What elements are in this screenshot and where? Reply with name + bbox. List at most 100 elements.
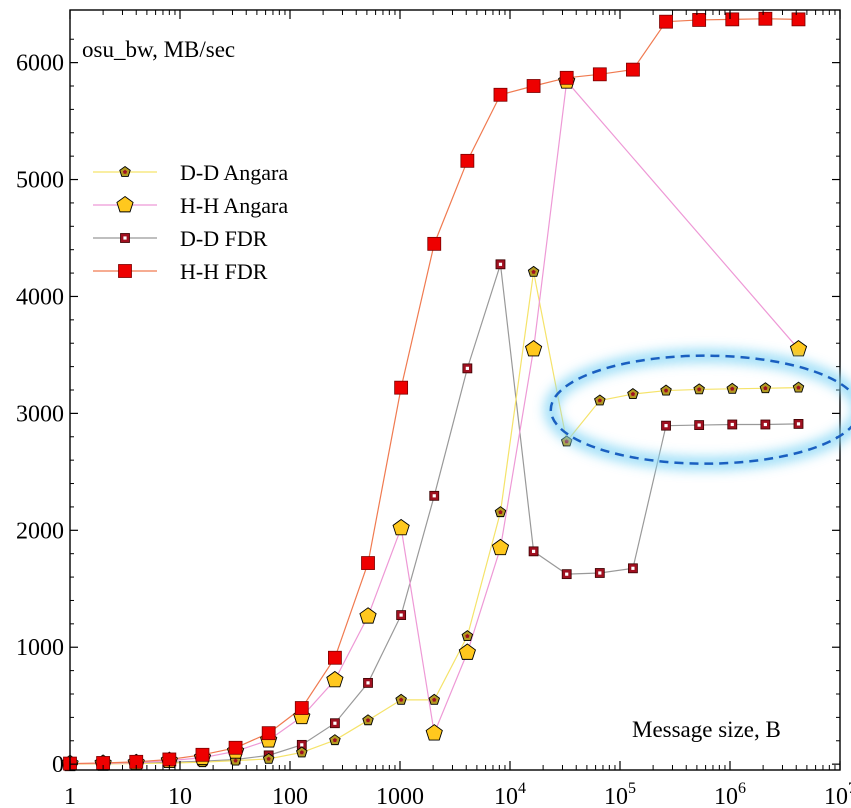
marker-square <box>626 62 640 77</box>
plot-marks <box>61 11 808 772</box>
marker-pentagon <box>458 643 476 660</box>
x-axis-title: Message size, B <box>632 717 781 742</box>
data-point <box>559 70 574 85</box>
data-point <box>726 382 739 394</box>
data-point <box>461 630 474 642</box>
marker-pentagon-inner <box>730 386 735 391</box>
marker-pentagon-inner <box>432 697 437 702</box>
legend-entry: D-D Angara <box>93 160 288 185</box>
marker-pentagon-inner <box>122 169 128 174</box>
marker-square <box>493 87 508 102</box>
data-point <box>494 506 507 518</box>
data-point <box>396 610 407 620</box>
data-point <box>693 383 705 395</box>
marker-square <box>361 556 375 570</box>
marker-pentagon <box>326 670 344 688</box>
data-point <box>195 747 210 762</box>
data-point <box>228 740 243 755</box>
marker-square <box>261 726 276 741</box>
legend-entry: D-D FDR <box>93 226 268 251</box>
data-point <box>789 340 808 357</box>
x-tick-label: 1 <box>64 784 76 808</box>
y-tick-label: 2000 <box>16 518 64 544</box>
data-point <box>659 14 673 29</box>
x-tick-base: 10 <box>168 784 192 808</box>
marker-pentagon-inner <box>697 387 702 392</box>
series-line-h-h-fdr <box>69 18 799 765</box>
y-tick-label: 4000 <box>16 284 64 310</box>
data-point <box>493 87 508 102</box>
legend-entry: H-H Angara <box>93 193 288 218</box>
data-point <box>392 518 410 536</box>
marker-square <box>725 12 740 27</box>
marker-square <box>692 13 707 27</box>
data-point <box>429 490 440 501</box>
marker-square-inner <box>664 424 668 428</box>
marker-square <box>162 752 177 767</box>
marker-square <box>427 236 442 251</box>
marker-pentagon-inner <box>266 756 271 761</box>
marker-square <box>195 747 210 762</box>
y-tick-label: 0 <box>52 752 64 778</box>
data-point <box>760 419 771 430</box>
x-tick-label: 106 <box>714 780 746 808</box>
marker-square-inner <box>796 422 801 426</box>
x-tick-base: 1000 <box>376 784 424 808</box>
data-point <box>594 568 605 578</box>
marker-pentagon <box>491 538 510 556</box>
marker-square <box>460 153 475 168</box>
x-tick-label: 100 <box>272 784 308 808</box>
marker-pentagon-inner <box>663 388 669 393</box>
highlight-annotation <box>544 349 851 470</box>
data-point <box>462 363 473 374</box>
legend-entry: H-H FDR <box>93 259 268 284</box>
x-tick-label: 10 <box>168 784 192 808</box>
legend-label: H-H Angara <box>180 193 288 218</box>
marker-pentagon-inner <box>299 750 304 755</box>
marker-pentagon-inner <box>763 386 768 391</box>
data-point <box>491 538 510 556</box>
data-point <box>162 752 177 767</box>
data-point <box>495 259 506 270</box>
legend: D-D Angara H-H Angara D-D FDR H-H FDR <box>93 160 288 284</box>
data-point <box>363 677 373 688</box>
data-point <box>425 724 443 741</box>
y-tick-label: 1000 <box>16 635 64 661</box>
marker-square-inner <box>432 494 436 498</box>
data-point <box>294 701 309 715</box>
marker-square-inner <box>763 422 767 427</box>
data-point <box>359 607 377 624</box>
x-tick-label: 105 <box>604 780 636 808</box>
marker-square <box>294 701 309 715</box>
marker-square-inner <box>565 572 569 576</box>
x-tick-base: 10 <box>604 784 628 808</box>
marker-pentagon-inner <box>630 391 636 396</box>
annotation-ellipse <box>549 354 851 465</box>
data-point <box>330 718 340 729</box>
data-point <box>791 12 806 27</box>
x-tick-exponent: 4 <box>518 780 526 797</box>
marker-pentagon-inner <box>365 718 371 723</box>
marker-square-inner <box>631 566 635 570</box>
x-tick-base: 1 <box>64 784 76 808</box>
marker-square <box>791 12 806 27</box>
marker-pentagon <box>425 724 443 741</box>
marker-square-inner <box>697 423 701 427</box>
marker-pentagon <box>524 340 543 357</box>
series-points-d-d-fdr <box>65 259 804 769</box>
data-point <box>561 569 572 580</box>
marker-pentagon-inner <box>597 398 602 403</box>
marker-square-inner <box>300 743 304 747</box>
marker-square <box>758 11 773 26</box>
plot-frame <box>69 9 841 771</box>
marker-square-inner <box>333 721 337 725</box>
marker-square-inner <box>498 262 503 266</box>
marker-square <box>228 740 243 755</box>
marker-square <box>526 79 541 93</box>
data-point <box>694 420 705 430</box>
data-point <box>660 384 672 396</box>
data-point <box>524 340 543 357</box>
series-line-d-d-angara <box>69 271 799 765</box>
